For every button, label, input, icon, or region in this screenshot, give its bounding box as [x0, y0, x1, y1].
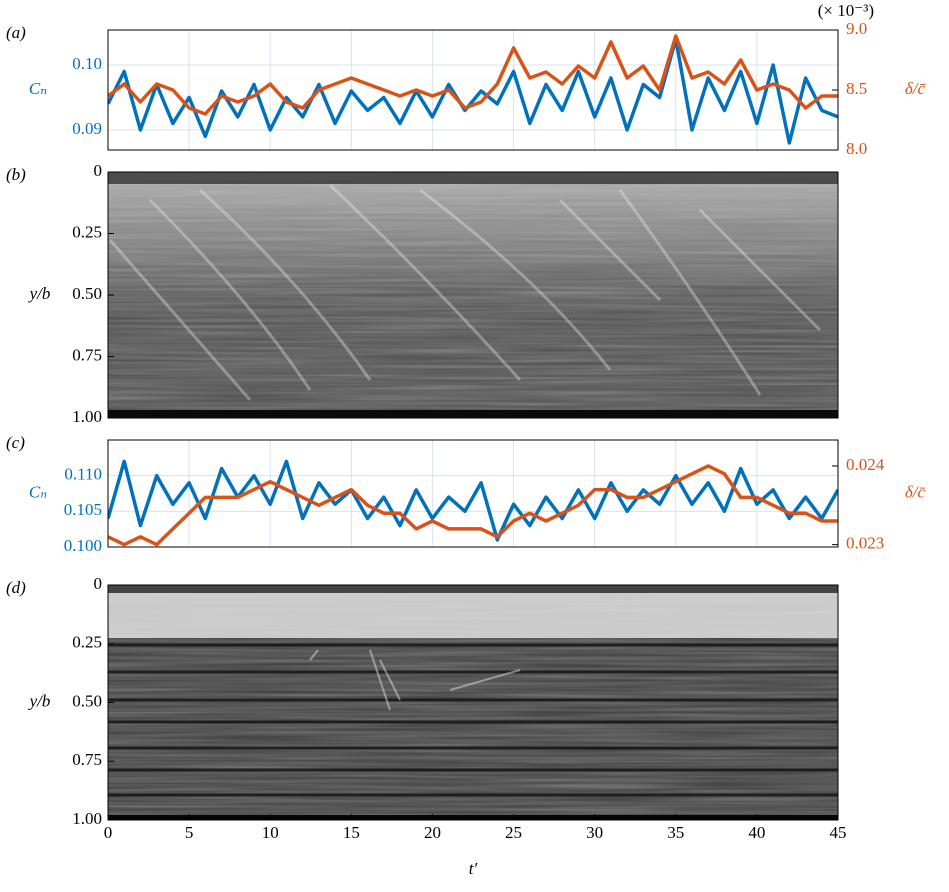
x-tick-label: 0 — [104, 823, 113, 842]
y2-axis-label: δ/c̄ — [905, 482, 926, 501]
panel-label: (b) — [6, 165, 26, 184]
y-tick-label: 0.10 — [72, 54, 102, 73]
y-tick-label: 1.00 — [72, 407, 102, 426]
y-axis-label: Cₙ — [29, 79, 47, 98]
x-tick-label: 45 — [830, 823, 847, 842]
y-tick-label: 0.75 — [72, 345, 102, 364]
series-line — [108, 464, 838, 547]
y-tick-label: 0.50 — [72, 284, 102, 303]
y2-axis-label: δ/c̄ — [905, 79, 926, 98]
series-line — [108, 37, 838, 145]
x-tick-label: 35 — [667, 823, 684, 842]
y2-tick-label: 0.023 — [846, 534, 884, 553]
y-axis-label: y/b — [28, 691, 51, 710]
x-tick-label: 25 — [505, 823, 522, 842]
y-axis-label: y/b — [28, 284, 51, 303]
y-tick-label: 0.25 — [72, 222, 102, 241]
y-tick-label: 0.50 — [72, 691, 102, 710]
y-tick-label: 0.100 — [64, 536, 102, 555]
image-d — [108, 585, 838, 820]
plot-frame — [107, 171, 839, 419]
y-tick-label: 0.105 — [64, 500, 102, 519]
y-axis-label: Cₙ — [29, 482, 47, 501]
y-tick-label: 0 — [94, 161, 103, 180]
plot-frame — [107, 439, 839, 548]
plot-frame — [107, 29, 839, 151]
y-tick-label: 0.09 — [72, 119, 102, 138]
y-tick-label: 1.00 — [72, 809, 102, 828]
y2-tick-label: 0.024 — [846, 455, 885, 474]
y-tick-label: 0 — [94, 574, 103, 593]
panel-label: (c) — [6, 433, 25, 452]
x-tick-label: 20 — [424, 823, 441, 842]
y-tick-label: 0.110 — [64, 465, 102, 484]
x-axis-label: t′ — [469, 859, 478, 878]
x-tick-label: 15 — [343, 823, 360, 842]
x-tick-label: 30 — [586, 823, 603, 842]
series-line — [108, 34, 838, 116]
y2-tick-label: 8.0 — [846, 139, 867, 158]
x-tick-label: 5 — [185, 823, 194, 842]
x-tick-label: 10 — [262, 823, 279, 842]
annotation: (× 10⁻³) — [818, 1, 874, 20]
y2-tick-label: 8.5 — [846, 79, 867, 98]
image-b — [108, 172, 838, 418]
x-tick-label: 40 — [748, 823, 765, 842]
series-line — [108, 459, 838, 542]
y2-tick-label: 9.0 — [846, 19, 867, 38]
panel-label: (a) — [6, 23, 26, 42]
y-tick-label: 0.25 — [72, 633, 102, 652]
y-tick-label: 0.75 — [72, 750, 102, 769]
plot-frame — [107, 584, 839, 821]
panel-label: (d) — [6, 578, 26, 597]
